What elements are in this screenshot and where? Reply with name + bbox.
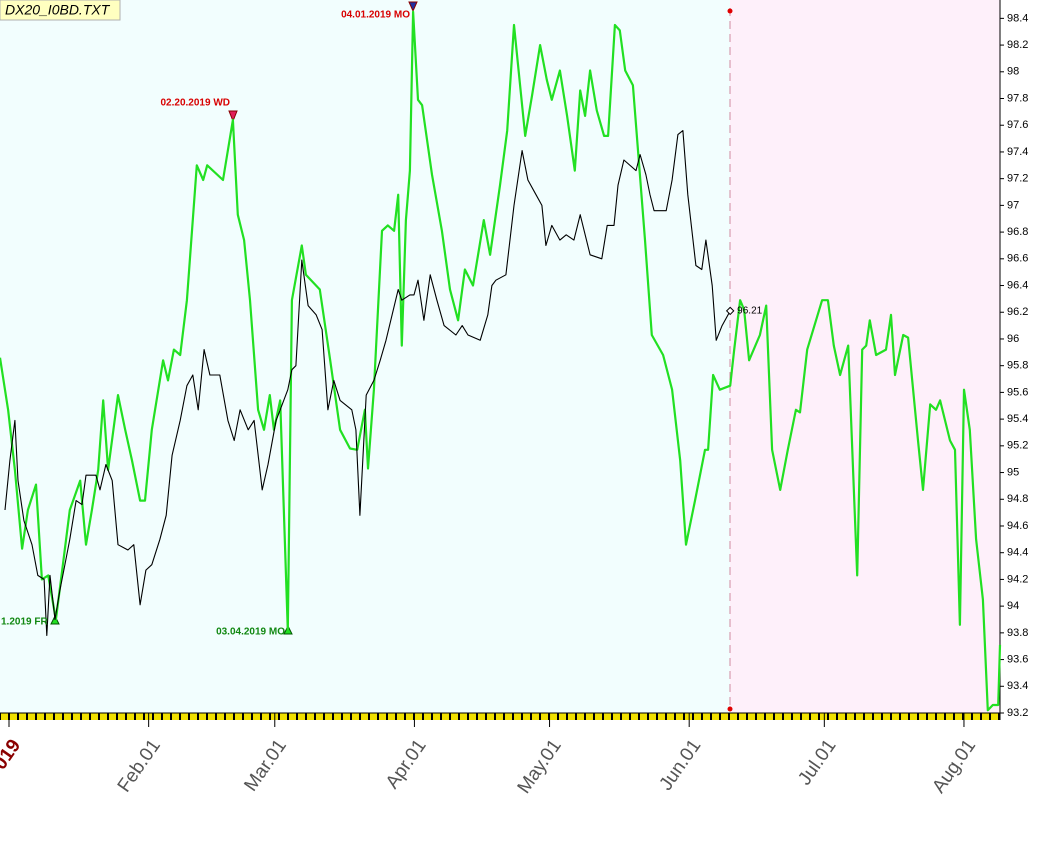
x-tick-label: Apr.01 (382, 736, 431, 793)
y-tick-label: 95.8 (1007, 360, 1028, 372)
y-tick-label: 97.2 (1007, 173, 1028, 185)
y-tick-label: 97 (1007, 199, 1019, 211)
last-value-label: 96.21 (737, 306, 762, 317)
y-tick-label: 96.8 (1007, 226, 1028, 238)
y-tick-label: 98 (1007, 66, 1019, 78)
y-tick-label: 95.6 (1007, 386, 1028, 398)
forecast-area (730, 0, 1000, 713)
series-line (0, 10, 1002, 712)
chart-title: DX20_I0BD.TXT (5, 2, 111, 18)
annotation: 02.20.2019 WD (161, 98, 231, 109)
y-tick-label: 94.8 (1007, 493, 1028, 505)
x-tick-label: May.01 (514, 736, 566, 798)
y-tick-label: 97.6 (1007, 119, 1028, 131)
y-tick-label: 96.4 (1007, 279, 1028, 291)
y-tick-label: 96.6 (1007, 253, 1028, 265)
y-tick-label: 94.6 (1007, 520, 1028, 532)
last-value-marker (725, 306, 735, 316)
y-tick-label: 93.2 (1007, 707, 1028, 719)
annotation: 04.01.2019 MO (341, 10, 410, 21)
x-tick-label: Mar.01 (240, 736, 291, 796)
high-marker (228, 110, 238, 123)
y-tick-label: 93.8 (1007, 627, 1028, 639)
title-box (0, 0, 121, 21)
y-tick-label: 93.6 (1007, 653, 1028, 665)
time-strip (0, 713, 1000, 720)
y-tick-label: 94.2 (1007, 573, 1028, 585)
x-tick-label: Jun.01 (655, 736, 705, 795)
x-tick-label: Feb.01 (114, 736, 165, 797)
annotation: 03.04.2019 MO (216, 627, 285, 638)
y-tick-label: 96 (1007, 333, 1019, 345)
y-tick-label: 95.4 (1007, 413, 1028, 425)
separator-dot (727, 706, 733, 712)
y-tick-label: 98.2 (1007, 39, 1028, 51)
y-tick-label: 93.4 (1007, 680, 1028, 692)
y-tick-label: 97.8 (1007, 92, 1028, 104)
y-tick-label: 94.4 (1007, 547, 1028, 559)
history-area (0, 0, 730, 713)
y-tick-label: 94 (1007, 600, 1019, 612)
series-line (4, 130, 731, 637)
y-tick-label: 96.2 (1007, 306, 1028, 318)
y-tick-label: 95.2 (1007, 440, 1028, 452)
separator-dot (727, 8, 733, 14)
y-tick-label: 98.4 (1007, 12, 1028, 24)
x-tick-label: Aug.01 (928, 736, 980, 797)
y-tick-label: 97.4 (1007, 146, 1028, 158)
high-marker (408, 1, 418, 13)
x-tick-label: Jul.01 (794, 736, 840, 790)
x-tick-label: 019 (0, 736, 25, 774)
y-tick-label: 95 (1007, 466, 1019, 478)
annotation: 1.2019 FR (1, 617, 48, 628)
